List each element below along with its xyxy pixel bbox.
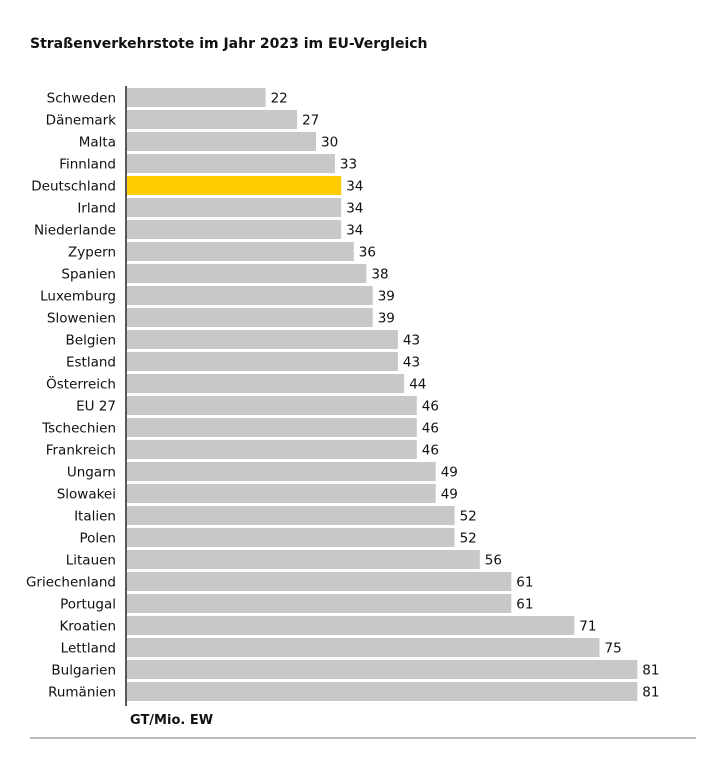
bar-ungarn <box>127 462 436 481</box>
category-label-kroatien: Kroatien <box>59 619 116 635</box>
value-label-frankreich: 46 <box>422 443 439 459</box>
category-label-frankreich: Frankreich <box>46 443 116 459</box>
bar-lettland <box>127 638 600 657</box>
bar-malta <box>127 132 316 151</box>
category-label-daenemark: Dänemark <box>46 113 117 129</box>
value-label-lettland: 75 <box>605 641 622 657</box>
bar-niederlande <box>127 220 342 239</box>
bar-litauen <box>127 550 480 569</box>
value-label-italien: 52 <box>460 509 477 525</box>
category-label-schweden: Schweden <box>47 91 116 107</box>
bar-slowenien <box>127 308 373 327</box>
category-label-finnland: Finnland <box>59 157 116 173</box>
category-label-eu-27: EU 27 <box>76 399 116 415</box>
bar-daenemark <box>127 110 298 129</box>
value-label-schweden: 22 <box>271 91 288 107</box>
value-label-luxemburg: 39 <box>378 289 395 305</box>
category-label-rumaenien: Rumänien <box>48 685 116 701</box>
category-label-malta: Malta <box>79 135 116 151</box>
bar-slowakei <box>127 484 436 503</box>
value-label-spanien: 38 <box>371 267 388 283</box>
category-label-oesterreich: Österreich <box>46 375 116 393</box>
category-label-polen: Polen <box>79 531 116 547</box>
bar-spanien <box>127 264 367 283</box>
chart-title: Straßenverkehrstote im Jahr 2023 im EU-V… <box>30 36 428 52</box>
bar-zypern <box>127 242 354 261</box>
category-label-slowenien: Slowenien <box>47 311 116 327</box>
category-label-italien: Italien <box>74 509 116 525</box>
bar-griechenland <box>127 572 512 591</box>
bar-estland <box>127 352 398 371</box>
category-label-slowakei: Slowakei <box>57 487 116 503</box>
value-label-ungarn: 49 <box>441 465 458 481</box>
bars-layer <box>127 88 638 701</box>
value-label-daenemark: 27 <box>302 113 319 129</box>
category-label-spanien: Spanien <box>61 267 116 283</box>
value-label-kroatien: 71 <box>579 619 596 635</box>
bar-eu-27 <box>127 396 417 415</box>
value-label-deutschland: 34 <box>346 179 363 195</box>
bar-luxemburg <box>127 286 373 305</box>
value-label-estland: 43 <box>403 355 420 371</box>
bar-finnland <box>127 154 335 173</box>
category-label-tschechien: Tschechien <box>41 421 116 437</box>
category-label-irland: Irland <box>77 201 116 217</box>
value-label-litauen: 56 <box>485 553 502 569</box>
bar-rumaenien <box>127 682 638 701</box>
bar-schweden <box>127 88 266 107</box>
bar-irland <box>127 198 342 217</box>
category-label-luxemburg: Luxemburg <box>40 289 116 305</box>
category-label-estland: Estland <box>66 355 116 371</box>
category-label-belgien: Belgien <box>66 333 117 349</box>
value-label-polen: 52 <box>460 531 477 547</box>
value-label-bulgarien: 81 <box>642 663 659 679</box>
value-label-niederlande: 34 <box>346 223 363 239</box>
value-label-malta: 30 <box>321 135 338 151</box>
category-label-lettland: Lettland <box>61 641 116 657</box>
bar-belgien <box>127 330 398 349</box>
labels-layer: Schweden 22 Dänemark 27 Malta 30 Finnland 33 Deu… <box>26 91 660 701</box>
bar-frankreich <box>127 440 417 459</box>
bar-tschechien <box>127 418 417 437</box>
value-label-tschechien: 46 <box>422 421 439 437</box>
bar-oesterreich <box>127 374 405 393</box>
value-label-rumaenien: 81 <box>642 685 659 701</box>
bar-bulgarien <box>127 660 638 679</box>
category-label-litauen: Litauen <box>66 553 116 569</box>
bar-deutschland <box>127 176 342 195</box>
bar-kroatien <box>127 616 575 635</box>
value-label-irland: 34 <box>346 201 363 217</box>
value-label-slowakei: 49 <box>441 487 458 503</box>
bar-italien <box>127 506 455 525</box>
value-label-griechenland: 61 <box>516 575 533 591</box>
unit-label: GT/Mio. EW <box>130 713 213 728</box>
category-label-ungarn: Ungarn <box>67 465 116 481</box>
category-label-portugal: Portugal <box>60 597 116 613</box>
value-label-portugal: 61 <box>516 597 533 613</box>
value-label-slowenien: 39 <box>378 311 395 327</box>
category-label-niederlande: Niederlande <box>34 223 116 239</box>
category-label-bulgarien: Bulgarien <box>51 663 116 679</box>
category-label-griechenland: Griechenland <box>26 575 116 591</box>
value-label-oesterreich: 44 <box>409 377 426 393</box>
bar-polen <box>127 528 455 547</box>
value-label-finnland: 33 <box>340 157 357 173</box>
category-label-zypern: Zypern <box>68 245 116 261</box>
bar-portugal <box>127 594 512 613</box>
value-label-eu-27: 46 <box>422 399 439 415</box>
value-label-zypern: 36 <box>359 245 376 261</box>
value-label-belgien: 43 <box>403 333 420 349</box>
category-label-deutschland: Deutschland <box>31 179 116 195</box>
